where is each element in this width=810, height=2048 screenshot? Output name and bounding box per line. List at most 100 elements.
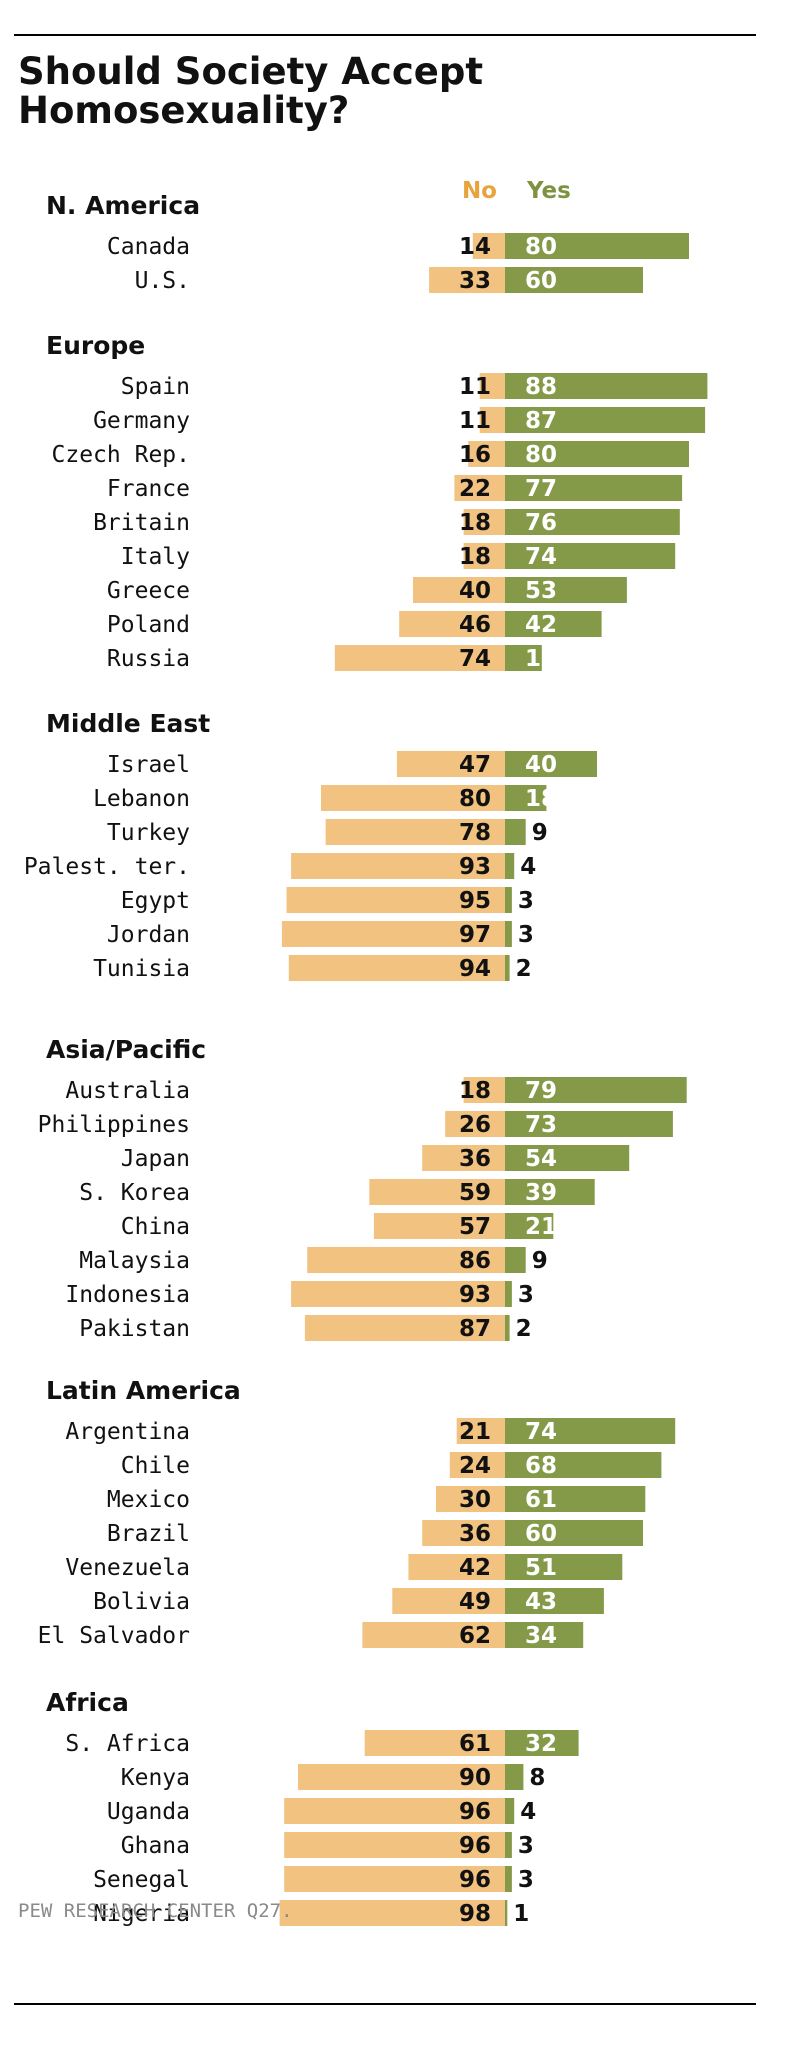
bar-no bbox=[281, 921, 505, 947]
country-label: Malaysia bbox=[79, 1248, 190, 1274]
value-yes: 43 bbox=[525, 1589, 557, 1615]
value-yes: 79 bbox=[525, 1078, 557, 1104]
value-yes: 74 bbox=[525, 544, 557, 570]
country-label: Canada bbox=[107, 234, 190, 260]
value-no: 42 bbox=[459, 1555, 491, 1581]
value-no: 21 bbox=[459, 1419, 491, 1445]
value-no: 16 bbox=[459, 442, 491, 468]
value-no: 93 bbox=[459, 1282, 491, 1308]
value-yes: 3 bbox=[518, 888, 534, 914]
bar-no bbox=[284, 1832, 505, 1858]
value-yes: 39 bbox=[525, 1180, 557, 1206]
country-label: Venezuela bbox=[65, 1555, 190, 1581]
bar-yes bbox=[505, 1588, 604, 1614]
value-yes: 77 bbox=[525, 476, 557, 502]
bar-yes bbox=[505, 887, 512, 913]
country-label: China bbox=[121, 1214, 190, 1240]
value-no: 14 bbox=[459, 234, 491, 260]
country-label: Chile bbox=[121, 1453, 190, 1479]
country-label: Greece bbox=[107, 578, 190, 604]
value-no: 40 bbox=[459, 578, 491, 604]
bar-no bbox=[479, 373, 505, 399]
bar-no bbox=[362, 1622, 505, 1648]
value-yes: 87 bbox=[525, 408, 557, 434]
country-label: El Salvador bbox=[38, 1623, 190, 1649]
value-no: 22 bbox=[459, 476, 491, 502]
value-no: 46 bbox=[459, 612, 491, 638]
value-no: 61 bbox=[459, 1731, 491, 1757]
bar-no bbox=[413, 577, 505, 603]
bar-no bbox=[392, 1588, 505, 1614]
source-note: PEW RESEARCH CENTER Q27. bbox=[18, 1900, 293, 1922]
bar-no bbox=[436, 1486, 505, 1512]
country-label: Czech Rep. bbox=[52, 442, 190, 468]
country-label: Senegal bbox=[93, 1867, 190, 1893]
value-yes: 2 bbox=[516, 1316, 532, 1342]
value-yes: 9 bbox=[532, 820, 548, 846]
country-label: Palest. ter. bbox=[24, 854, 190, 880]
value-yes: 4 bbox=[520, 1799, 536, 1825]
bar-yes bbox=[505, 1486, 646, 1512]
bar-yes bbox=[505, 475, 683, 501]
chart-title: Should Society Accept Homosexuality? bbox=[18, 50, 484, 132]
country-label: Britain bbox=[93, 510, 190, 536]
bar-yes bbox=[505, 1281, 512, 1307]
value-no: 57 bbox=[459, 1214, 491, 1240]
value-yes: 74 bbox=[525, 1419, 557, 1445]
country-label: Pakistan bbox=[79, 1316, 190, 1342]
country-label: Ghana bbox=[121, 1833, 190, 1859]
value-no: 36 bbox=[459, 1146, 491, 1172]
value-no: 87 bbox=[459, 1316, 491, 1342]
bar-no bbox=[468, 441, 505, 467]
value-yes: 34 bbox=[525, 1623, 557, 1649]
bar-no bbox=[456, 1418, 505, 1444]
bar-no bbox=[422, 1145, 505, 1171]
value-yes: 3 bbox=[518, 1282, 534, 1308]
value-no: 59 bbox=[459, 1180, 491, 1206]
bar-yes bbox=[505, 1418, 676, 1444]
bottom-rule bbox=[14, 2003, 756, 2005]
value-yes: 61 bbox=[525, 1487, 557, 1513]
value-yes: 53 bbox=[525, 578, 557, 604]
bar-yes bbox=[505, 1111, 673, 1137]
bar-yes bbox=[505, 853, 515, 879]
bar-no bbox=[472, 233, 505, 259]
country-label: Tunisia bbox=[93, 956, 190, 982]
value-no: 96 bbox=[459, 1799, 491, 1825]
bar-no bbox=[454, 475, 505, 501]
legend-yes: Yes bbox=[526, 178, 571, 204]
value-no: 93 bbox=[459, 854, 491, 880]
value-yes: 88 bbox=[525, 374, 557, 400]
bar-yes bbox=[505, 233, 689, 259]
value-yes: 18 bbox=[525, 786, 557, 812]
value-yes: 16 bbox=[525, 646, 557, 672]
bar-no bbox=[463, 543, 505, 569]
bar-no bbox=[399, 611, 505, 637]
bar-no bbox=[463, 509, 505, 535]
value-yes: 80 bbox=[525, 442, 557, 468]
country-label: Uganda bbox=[107, 1799, 190, 1825]
value-yes: 40 bbox=[525, 752, 557, 778]
region-label: Latin America bbox=[46, 1376, 241, 1405]
bar-yes bbox=[505, 1554, 623, 1580]
value-yes: 4 bbox=[520, 854, 536, 880]
value-no: 24 bbox=[459, 1453, 491, 1479]
value-no: 11 bbox=[459, 374, 491, 400]
value-no: 90 bbox=[459, 1765, 491, 1791]
value-no: 11 bbox=[459, 408, 491, 434]
bar-yes bbox=[505, 267, 643, 293]
value-yes: 2 bbox=[516, 956, 532, 982]
country-label: Japan bbox=[121, 1146, 190, 1172]
bar-no bbox=[284, 1798, 505, 1824]
region-label: Asia/Pacific bbox=[46, 1035, 206, 1064]
country-label: Indonesia bbox=[65, 1282, 190, 1308]
bar-no bbox=[449, 1452, 505, 1478]
value-no: 47 bbox=[459, 752, 491, 778]
bar-no bbox=[479, 407, 505, 433]
country-label: Spain bbox=[121, 374, 190, 400]
country-label: Philippines bbox=[38, 1112, 190, 1138]
bar-yes bbox=[505, 577, 627, 603]
bar-yes bbox=[505, 1764, 524, 1790]
bar-yes bbox=[505, 611, 602, 637]
